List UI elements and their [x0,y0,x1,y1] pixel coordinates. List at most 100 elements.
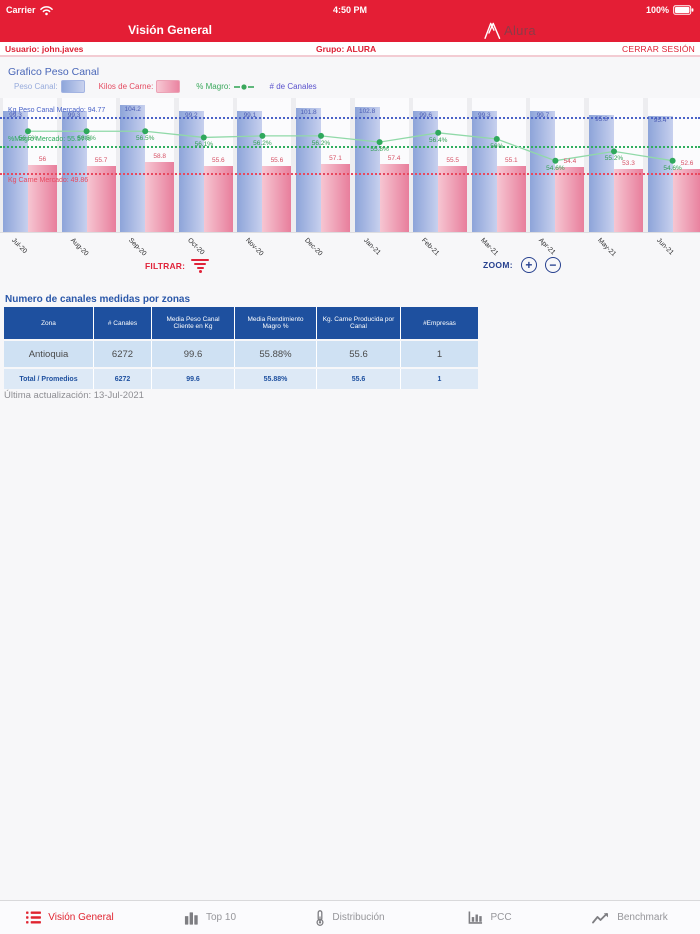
bar-kilos-carne[interactable] [614,168,643,232]
zones-table: Zona # Canales Media Peso Canal Cliente en… [4,307,478,389]
bar-kilos-carne[interactable] [379,163,409,232]
group-label: Grupo: ALURA [316,44,377,54]
magro-value-label: 56.2% [311,139,331,147]
legend-magro[interactable]: % Magro: [196,82,231,91]
page-title: Visión General [128,23,212,37]
magro-point[interactable] [669,157,676,164]
tab-bar: Visión General Top 10 Distribución [0,900,700,934]
table-header-cell: Media Peso Canal Cliente en Kg [152,307,234,339]
zoom-out-button[interactable]: − [544,257,561,273]
legend-carne-swatch[interactable] [156,80,181,93]
bar-kilos-carne[interactable] [262,165,292,232]
table-row[interactable]: Antioquia 6272 99.6 55.88% 55.6 1 [4,341,478,367]
bar-peso-canal[interactable] [3,111,28,232]
carne-value-label: 56 [38,156,47,164]
magro-point[interactable] [142,128,149,135]
battery-percent: 100% [645,5,669,15]
magro-point[interactable] [493,136,500,142]
table-cell: Antioquia [4,341,93,367]
magro-point[interactable] [200,134,207,141]
table-header-cell: #Empresas [401,307,478,339]
carne-value-label: 54.4 [563,158,577,166]
peso-value-label: 99.3 [477,112,491,120]
bar-peso-canal[interactable] [296,108,321,232]
magro-point[interactable] [318,132,324,139]
tab-label: Visión General [48,912,114,923]
table-total-cell: 1 [401,369,478,389]
bar-kilos-carne[interactable] [28,165,57,232]
bar-peso-canal[interactable] [530,110,556,232]
table-total-cell: 6272 [94,369,151,389]
x-axis-label: Jan-21 [361,237,382,257]
filter-button[interactable]: FILTRAR: [145,259,210,273]
table-total-cell: 55.88% [235,369,316,389]
bar-kilos-carne[interactable] [203,165,233,232]
peso-value-label: 99.7 [536,111,550,119]
bar-kilos-carne[interactable] [672,169,700,232]
x-axis-label: Jun-21 [654,237,675,257]
x-axis-label: Nov-20 [244,237,265,258]
table-cell: 99.6 [152,341,234,367]
table-total-cell: Total / Promedios [4,369,93,389]
alura-logo: Alura [484,21,536,40]
magro-value-label: 56.1% [194,141,214,149]
bar-kilos-carne[interactable] [86,165,116,232]
chart-axes-icon [469,910,483,924]
legend-kilos-carne[interactable]: Kilos de Carne: [98,82,154,91]
tab-pcc[interactable]: PCC [420,901,560,934]
legend-magro-marker-icon [233,83,254,90]
magro-point[interactable] [259,132,266,139]
bar-peso-canal[interactable] [413,110,439,232]
chart-title: Grafico Peso Canal [8,66,100,78]
logout-button[interactable]: CERRAR SESIÓN [622,44,695,54]
app-header: Visión General Alura [0,20,700,42]
carne-value-label: 55.7 [94,156,108,164]
legend-peso-swatch[interactable] [60,80,85,93]
market-guide-line [0,145,700,148]
tab-vision-general[interactable]: Visión General [0,901,140,934]
table-total-cell: 99.6 [152,369,234,389]
user-label: Usuario: john.javes [5,44,84,54]
peso-value-label: 101.8 [300,109,317,116]
tab-benchmark[interactable]: Benchmark [560,901,700,934]
magro-point[interactable] [25,128,31,135]
bar-peso-canal[interactable] [237,111,263,232]
bar-kilos-carne[interactable] [496,166,526,232]
bar-peso-canal[interactable] [354,106,380,232]
bar-peso-canal[interactable] [178,111,204,232]
peso-value-label: 99.2 [184,112,198,120]
market-guide-label: Kg Carne Mercado: 49.86 [8,176,89,184]
thermometer-icon [316,909,324,926]
carne-value-label: 55.6 [211,156,225,164]
zoom-controls: ZOOM: + − [483,257,561,273]
market-guide-label: Kg Peso Canal Mercado: 94.77 [8,106,106,114]
magro-point[interactable] [435,129,442,136]
bar-chart-icon [184,911,198,925]
magro-value-label: 55.2% [604,155,624,163]
tab-distribucion[interactable]: Distribución [280,901,420,934]
tab-label: Distribución [332,912,385,923]
bar-peso-canal[interactable] [120,105,146,232]
peso-value-label: 99.6 [419,111,433,119]
tab-label: Top 10 [205,912,237,923]
legend-peso-canal[interactable]: Peso Canal: [14,82,58,91]
bar-kilos-carne[interactable] [321,163,350,232]
bar-peso-canal[interactable] [471,111,497,232]
carne-value-label: 55.5 [446,156,460,164]
table-header-cell: Media Rendimiento Magro % [235,307,316,339]
magro-point[interactable] [83,128,90,135]
table-cell: 55.6 [317,341,400,367]
table-header-cell: # Canales [94,307,151,339]
bar-kilos-carne[interactable] [555,167,585,232]
magro-point[interactable] [552,157,559,164]
clock: 4:50 PM [332,5,367,15]
bar-kilos-carne[interactable] [438,165,468,232]
tab-top-10[interactable]: Top 10 [140,901,280,934]
magro-point[interactable] [611,148,617,155]
trend-line-icon [592,912,609,923]
x-axis-label: Mar-21 [478,237,500,258]
zoom-in-button[interactable]: + [520,257,537,273]
magro-point[interactable] [376,139,383,146]
legend-num-canales[interactable]: # de Canales [269,82,317,91]
